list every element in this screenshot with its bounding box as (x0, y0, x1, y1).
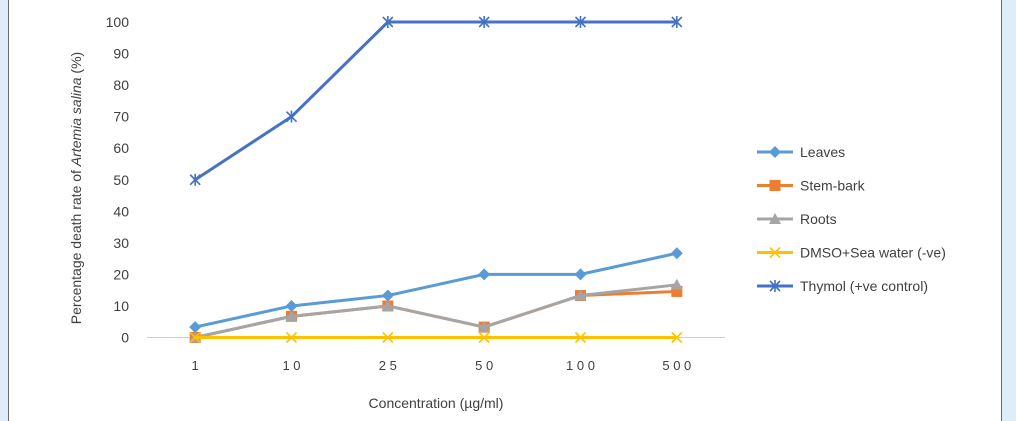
series-3 (189, 331, 683, 344)
data-point (189, 173, 201, 186)
y-tick-label: 100 (106, 14, 130, 30)
data-point (285, 331, 298, 344)
data-point (189, 321, 202, 334)
legend-label: Roots (800, 211, 837, 227)
x-axis-ticks: 1 1 0 2 5 5 0 1 0 0 5 0 0 (192, 358, 692, 373)
y-tick-label: 20 (113, 266, 129, 282)
legend-label: Thymol (+ve control) (800, 278, 928, 294)
series-line (193, 289, 679, 339)
data-point (574, 16, 587, 28)
data-point (574, 289, 587, 301)
legend: Leaves Stem-bark Roots DMSO+Sea water (-ve)… (757, 144, 946, 294)
series-line (193, 20, 679, 182)
y-axis-ticks: 0 10 20 30 40 50 60 70 80 90 100 (106, 14, 130, 346)
y-tick-label: 30 (113, 235, 129, 251)
y-tick-label: 60 (113, 140, 129, 156)
data-point (671, 285, 683, 297)
series-4 (189, 16, 683, 186)
x-tick-label: 1 0 0 (566, 358, 595, 373)
legend-item: DMSO+Sea water (-ve) (757, 245, 946, 261)
y-tick-label: 40 (113, 203, 129, 219)
y-tick-label: 50 (113, 172, 129, 188)
legend-item: Roots (757, 211, 837, 227)
x-tick-label: 2 5 (379, 358, 397, 373)
y-tick-label: 80 (113, 77, 129, 93)
series-0 (189, 247, 683, 334)
legend-marker (769, 213, 781, 224)
series-1 (189, 285, 683, 343)
legend-item: Leaves (757, 144, 845, 160)
y-tick-label: 90 (113, 46, 129, 62)
data-point (478, 16, 490, 28)
legend-marker (769, 246, 781, 259)
data-point (478, 321, 491, 333)
data-point (670, 278, 683, 290)
x-tick-label: 5 0 (475, 358, 493, 373)
chart-panel (8, 0, 1002, 421)
data-point (285, 310, 298, 322)
data-point (285, 299, 298, 312)
series-line (193, 283, 679, 339)
legend-item: Thymol (+ve control) (757, 278, 928, 294)
data-point (382, 331, 394, 344)
data-point (574, 331, 587, 344)
y-axis-title-part-3: (%) (68, 52, 84, 78)
data-point (671, 16, 683, 28)
y-axis-title-species: Artemia salina (68, 77, 84, 167)
x-tick-label: 1 0 (282, 358, 300, 373)
legend-marker (769, 280, 781, 292)
y-tick-label: 0 (121, 330, 129, 346)
series-layer (189, 16, 683, 344)
y-axis-title-part-1: Percentage death rate of (68, 166, 84, 324)
y-tick-label: 10 (113, 298, 129, 314)
data-point (382, 16, 394, 28)
data-point (671, 331, 683, 344)
legend-label: Leaves (800, 144, 845, 160)
series-line (193, 251, 679, 329)
legend-item: Stem-bark (757, 178, 866, 194)
y-axis-title: Percentage death rate of Artemia salina … (68, 52, 84, 324)
data-point (189, 331, 201, 344)
y-tick-label: 70 (113, 109, 129, 125)
legend-marker (769, 146, 781, 158)
data-point (381, 299, 394, 311)
data-point (381, 289, 394, 302)
data-point (478, 331, 490, 344)
data-point (285, 110, 298, 123)
x-tick-label: 1 (192, 358, 199, 373)
series-2 (189, 278, 683, 343)
data-point (478, 268, 491, 281)
legend-marker (769, 180, 781, 191)
legend-label: DMSO+Sea water (-ve) (800, 245, 946, 261)
x-tick-label: 5 0 0 (662, 358, 691, 373)
data-point (670, 247, 683, 260)
legend-label: Stem-bark (800, 178, 866, 194)
data-point (574, 268, 587, 281)
x-axis-title: Concentration (µg/ml) (369, 395, 504, 411)
